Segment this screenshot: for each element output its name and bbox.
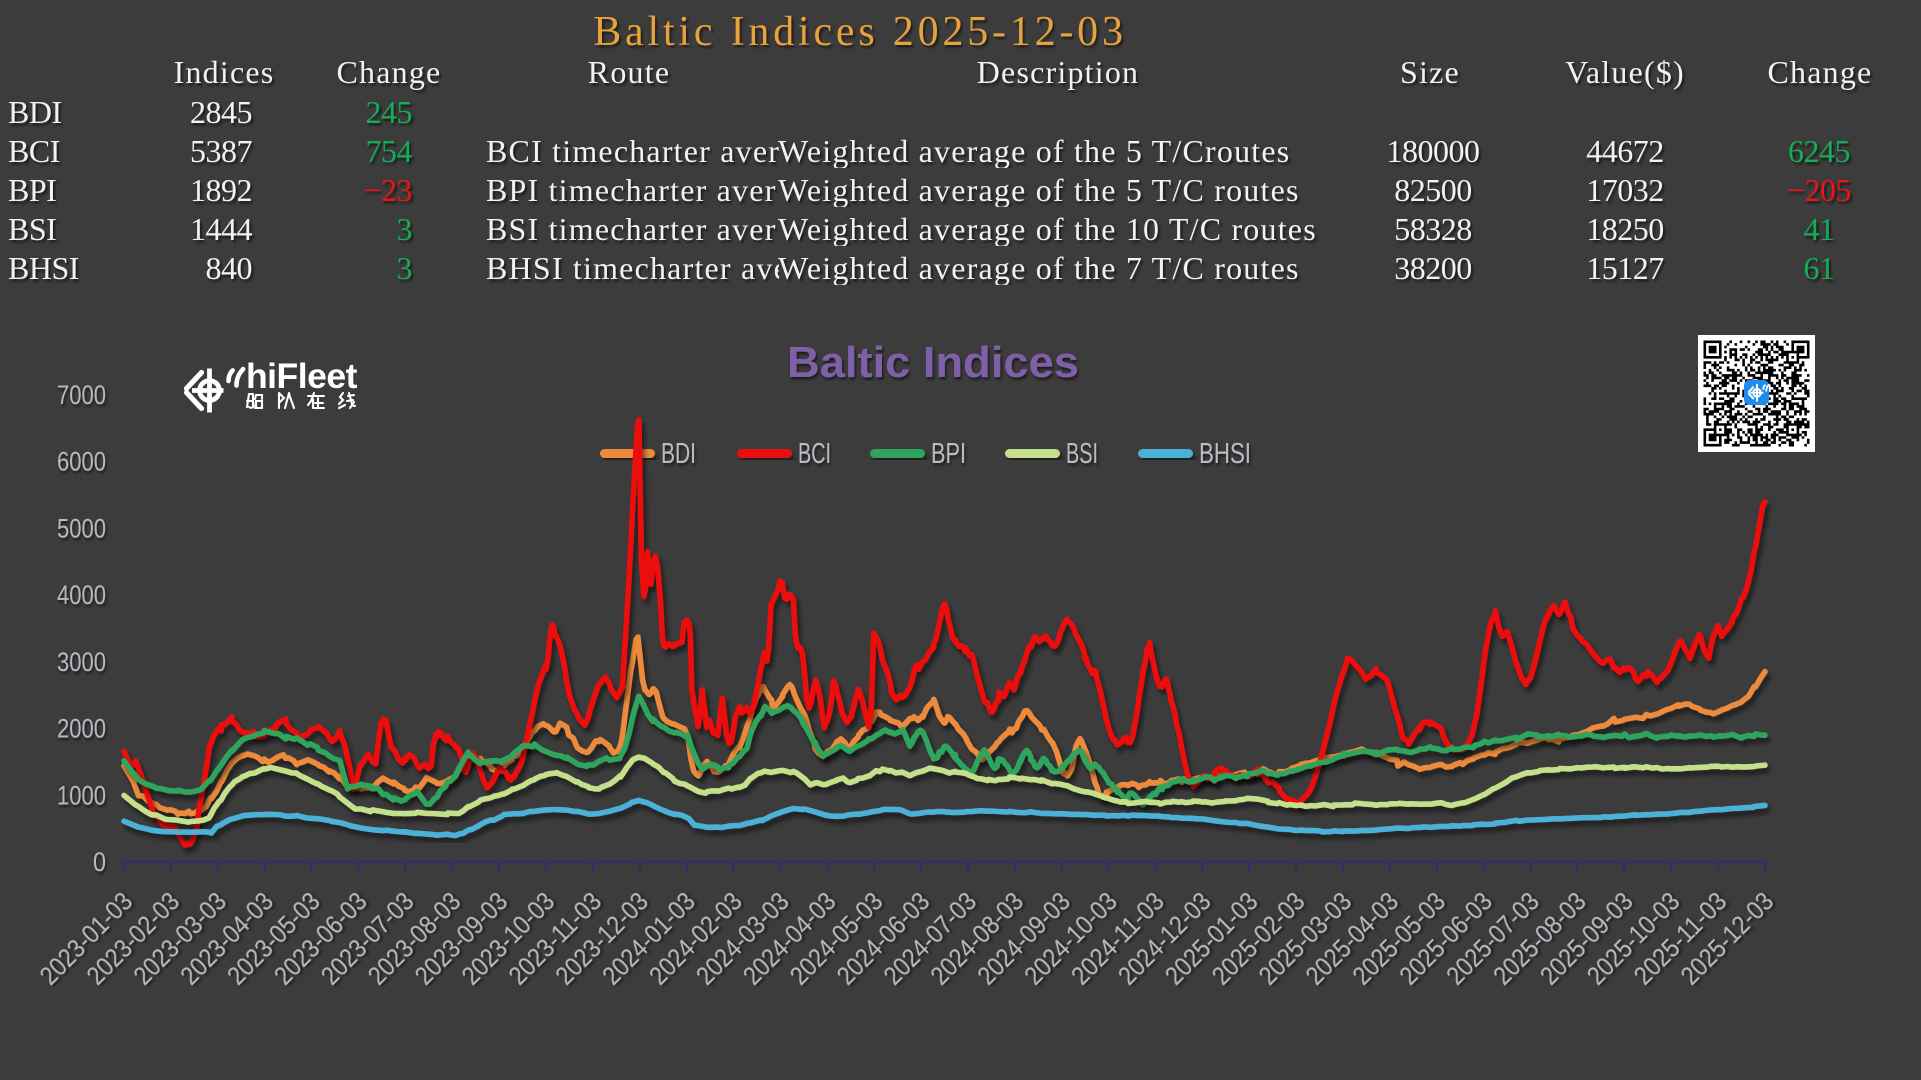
svg-text:6000: 6000: [57, 447, 106, 477]
svg-text:BDI: BDI: [661, 438, 696, 470]
svg-text:7000: 7000: [57, 380, 106, 410]
svg-text:3000: 3000: [57, 647, 106, 677]
svg-text:BCI: BCI: [798, 438, 831, 470]
svg-text:BPI: BPI: [931, 438, 966, 470]
svg-text:0: 0: [93, 847, 106, 877]
svg-text:5000: 5000: [57, 513, 106, 543]
svg-text:4000: 4000: [57, 580, 106, 610]
svg-text:1000: 1000: [57, 780, 106, 810]
svg-text:Baltic Indices: Baltic Indices: [787, 338, 1079, 387]
svg-text:BSI: BSI: [1066, 438, 1098, 470]
svg-text:hiFleet: hiFleet: [246, 356, 358, 396]
svg-text:2000: 2000: [57, 714, 106, 744]
svg-text:BHSI: BHSI: [1199, 438, 1251, 470]
